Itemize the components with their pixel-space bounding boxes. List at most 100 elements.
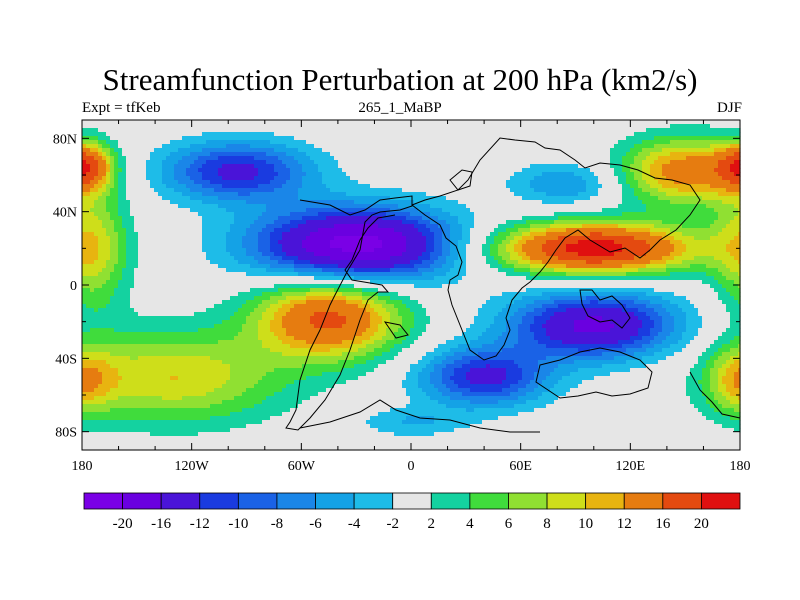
field-cell xyxy=(734,208,739,213)
field-cell xyxy=(650,188,655,193)
field-cell xyxy=(578,144,583,149)
field-cell xyxy=(138,172,143,177)
field-cell xyxy=(486,200,491,205)
field-cell xyxy=(558,144,563,149)
field-cell xyxy=(334,140,339,145)
field-cell xyxy=(470,216,475,221)
field-cell xyxy=(486,144,491,149)
field-cell xyxy=(214,176,219,181)
field-cell xyxy=(194,236,199,241)
field-cell xyxy=(550,232,555,237)
field-cell xyxy=(618,120,623,125)
field-cell xyxy=(702,176,707,181)
field-cell xyxy=(214,164,219,169)
field-cell xyxy=(622,172,627,177)
field-cell xyxy=(182,200,187,205)
field-cell xyxy=(234,184,239,189)
field-cell xyxy=(314,220,319,225)
field-cell xyxy=(186,160,191,165)
field-cell xyxy=(662,128,667,133)
field-cell xyxy=(146,176,151,181)
field-cell xyxy=(190,144,195,149)
field-cell xyxy=(690,156,695,161)
field-cell xyxy=(446,200,451,205)
field-cell xyxy=(642,184,647,189)
field-cell xyxy=(642,124,647,129)
field-cell xyxy=(458,188,463,193)
field-cell xyxy=(470,212,475,217)
field-cell xyxy=(294,152,299,157)
field-cell xyxy=(598,168,603,173)
field-cell xyxy=(562,208,567,213)
field-cell xyxy=(322,220,327,225)
field-cell xyxy=(390,176,395,181)
field-cell xyxy=(506,144,511,149)
field-cell xyxy=(646,196,651,201)
field-cell xyxy=(250,120,255,125)
field-cell xyxy=(210,188,215,193)
field-cell xyxy=(342,204,347,209)
field-cell xyxy=(310,212,315,217)
field-cell xyxy=(410,144,415,149)
field-cell xyxy=(302,184,307,189)
field-cell xyxy=(622,228,627,233)
field-cell xyxy=(198,204,203,209)
field-cell xyxy=(706,196,711,201)
field-cell xyxy=(310,172,315,177)
field-cell xyxy=(154,228,159,233)
field-cell xyxy=(414,220,419,225)
field-cell xyxy=(722,196,727,201)
field-cell xyxy=(258,128,263,133)
field-cell xyxy=(382,172,387,177)
field-cell xyxy=(322,176,327,181)
field-cell xyxy=(338,204,343,209)
field-cell xyxy=(118,240,123,245)
field-cell xyxy=(90,144,95,149)
field-cell xyxy=(530,160,535,165)
field-cell xyxy=(722,228,727,233)
field-cell xyxy=(410,160,415,165)
field-cell xyxy=(662,140,667,145)
field-cell xyxy=(110,240,115,245)
field-cell xyxy=(306,184,311,189)
field-cell xyxy=(102,144,107,149)
field-cell xyxy=(414,124,419,129)
field-cell xyxy=(406,208,411,213)
field-cell xyxy=(294,216,299,221)
field-cell xyxy=(82,176,87,181)
field-cell xyxy=(254,144,259,149)
field-cell xyxy=(594,172,599,177)
field-cell xyxy=(190,120,195,125)
field-cell xyxy=(426,124,431,129)
field-cell xyxy=(242,136,247,141)
field-cell xyxy=(526,164,531,169)
field-cell xyxy=(530,228,535,233)
field-cell xyxy=(658,164,663,169)
field-cell xyxy=(362,204,367,209)
field-cell xyxy=(466,172,471,177)
field-cell xyxy=(658,144,663,149)
field-cell xyxy=(282,216,287,221)
field-cell xyxy=(618,144,623,149)
field-cell xyxy=(642,204,647,209)
field-cell xyxy=(190,184,195,189)
field-cell xyxy=(318,168,323,173)
field-cell xyxy=(510,132,515,137)
field-cell xyxy=(622,208,627,213)
field-cell xyxy=(326,176,331,181)
field-cell xyxy=(354,172,359,177)
field-cell xyxy=(178,140,183,145)
field-cell xyxy=(734,132,739,137)
field-cell xyxy=(222,180,227,185)
field-cell xyxy=(98,232,103,237)
experiment-label: Expt = tfKeb xyxy=(82,100,161,116)
field-cell xyxy=(510,148,515,153)
field-cell xyxy=(398,160,403,165)
field-cell xyxy=(622,148,627,153)
field-cell xyxy=(198,148,203,153)
field-cell xyxy=(282,128,287,133)
field-cell xyxy=(502,216,507,221)
field-cell xyxy=(182,172,187,177)
field-cell xyxy=(618,232,623,237)
field-cell xyxy=(226,128,231,133)
